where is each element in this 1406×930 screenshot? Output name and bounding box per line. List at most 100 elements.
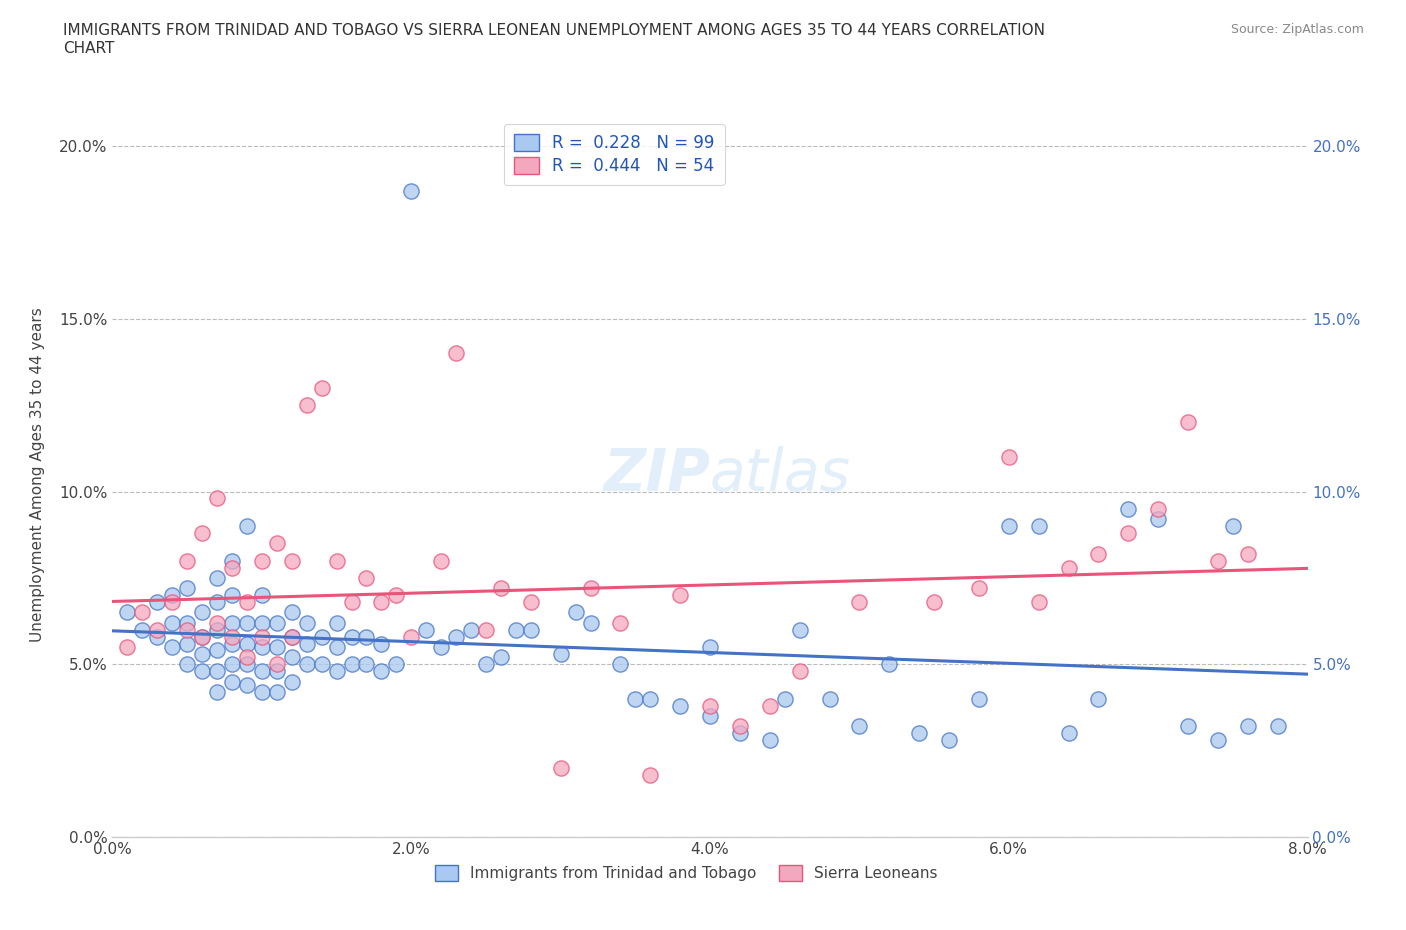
Point [162, 640, 183, 655]
Point [176, 581, 198, 596]
Legend: Immigrants from Trinidad and Tobago, Sierra Leoneans: Immigrants from Trinidad and Tobago, Sie… [429, 859, 943, 887]
Point [1118, 525, 1140, 540]
Point [1118, 501, 1140, 516]
Point [146, 630, 169, 644]
Point [356, 657, 378, 671]
Point [1237, 719, 1260, 734]
Point [877, 657, 901, 671]
Point [250, 630, 273, 644]
Point [759, 733, 782, 748]
Point [848, 719, 870, 734]
Point [205, 616, 228, 631]
Point [176, 616, 198, 631]
Point [250, 664, 273, 679]
Point [191, 664, 214, 679]
Point [176, 553, 198, 568]
Point [699, 709, 721, 724]
Point [266, 640, 288, 655]
Point [356, 570, 378, 585]
Point [281, 650, 304, 665]
Point [475, 622, 498, 637]
Point [325, 640, 347, 655]
Point [236, 636, 259, 651]
Point [162, 588, 183, 603]
Point [444, 630, 467, 644]
Point [1237, 546, 1260, 561]
Point [728, 726, 751, 741]
Point [609, 616, 631, 631]
Text: IMMIGRANTS FROM TRINIDAD AND TOBAGO VS SIERRA LEONEAN UNEMPLOYMENT AMONG AGES 35: IMMIGRANTS FROM TRINIDAD AND TOBAGO VS S… [63, 23, 1045, 56]
Point [250, 640, 273, 655]
Point [789, 622, 811, 637]
Point [325, 616, 347, 631]
Point [789, 664, 811, 679]
Point [266, 657, 288, 671]
Point [773, 691, 796, 706]
Point [176, 657, 198, 671]
Point [967, 581, 990, 596]
Text: Source: ZipAtlas.com: Source: ZipAtlas.com [1230, 23, 1364, 36]
Point [250, 684, 273, 699]
Point [205, 684, 228, 699]
Point [370, 664, 392, 679]
Point [205, 622, 228, 637]
Point [162, 616, 183, 631]
Point [340, 630, 363, 644]
Point [221, 674, 243, 689]
Point [191, 630, 214, 644]
Point [295, 636, 318, 651]
Point [550, 646, 572, 661]
Point [699, 640, 721, 655]
Point [191, 646, 214, 661]
Point [444, 346, 467, 361]
Point [1057, 726, 1080, 741]
Point [640, 767, 662, 782]
Point [311, 657, 333, 671]
Point [340, 594, 363, 609]
Point [221, 553, 243, 568]
Point [624, 691, 647, 706]
Point [505, 622, 527, 637]
Point [998, 449, 1021, 464]
Point [205, 570, 228, 585]
Point [640, 691, 662, 706]
Point [1028, 594, 1050, 609]
Point [489, 650, 512, 665]
Point [221, 630, 243, 644]
Point [236, 657, 259, 671]
Text: atlas: atlas [710, 445, 851, 503]
Point [146, 594, 169, 609]
Point [281, 605, 304, 620]
Point [460, 622, 482, 637]
Point [922, 594, 945, 609]
Point [250, 553, 273, 568]
Point [759, 698, 782, 713]
Point [550, 761, 572, 776]
Point [967, 691, 990, 706]
Point [699, 698, 721, 713]
Point [489, 581, 512, 596]
Point [1222, 519, 1244, 534]
Point [1206, 553, 1229, 568]
Point [205, 664, 228, 679]
Point [609, 657, 631, 671]
Point [669, 698, 692, 713]
Point [221, 657, 243, 671]
Point [1177, 719, 1199, 734]
Point [401, 183, 423, 198]
Point [1147, 501, 1170, 516]
Point [191, 630, 214, 644]
Point [205, 491, 228, 506]
Point [117, 605, 139, 620]
Point [205, 643, 228, 658]
Point [728, 719, 751, 734]
Point [295, 398, 318, 413]
Point [266, 616, 288, 631]
Point [1206, 733, 1229, 748]
Point [176, 636, 198, 651]
Point [236, 519, 259, 534]
Point [281, 630, 304, 644]
Point [311, 630, 333, 644]
Point [669, 588, 692, 603]
Point [250, 588, 273, 603]
